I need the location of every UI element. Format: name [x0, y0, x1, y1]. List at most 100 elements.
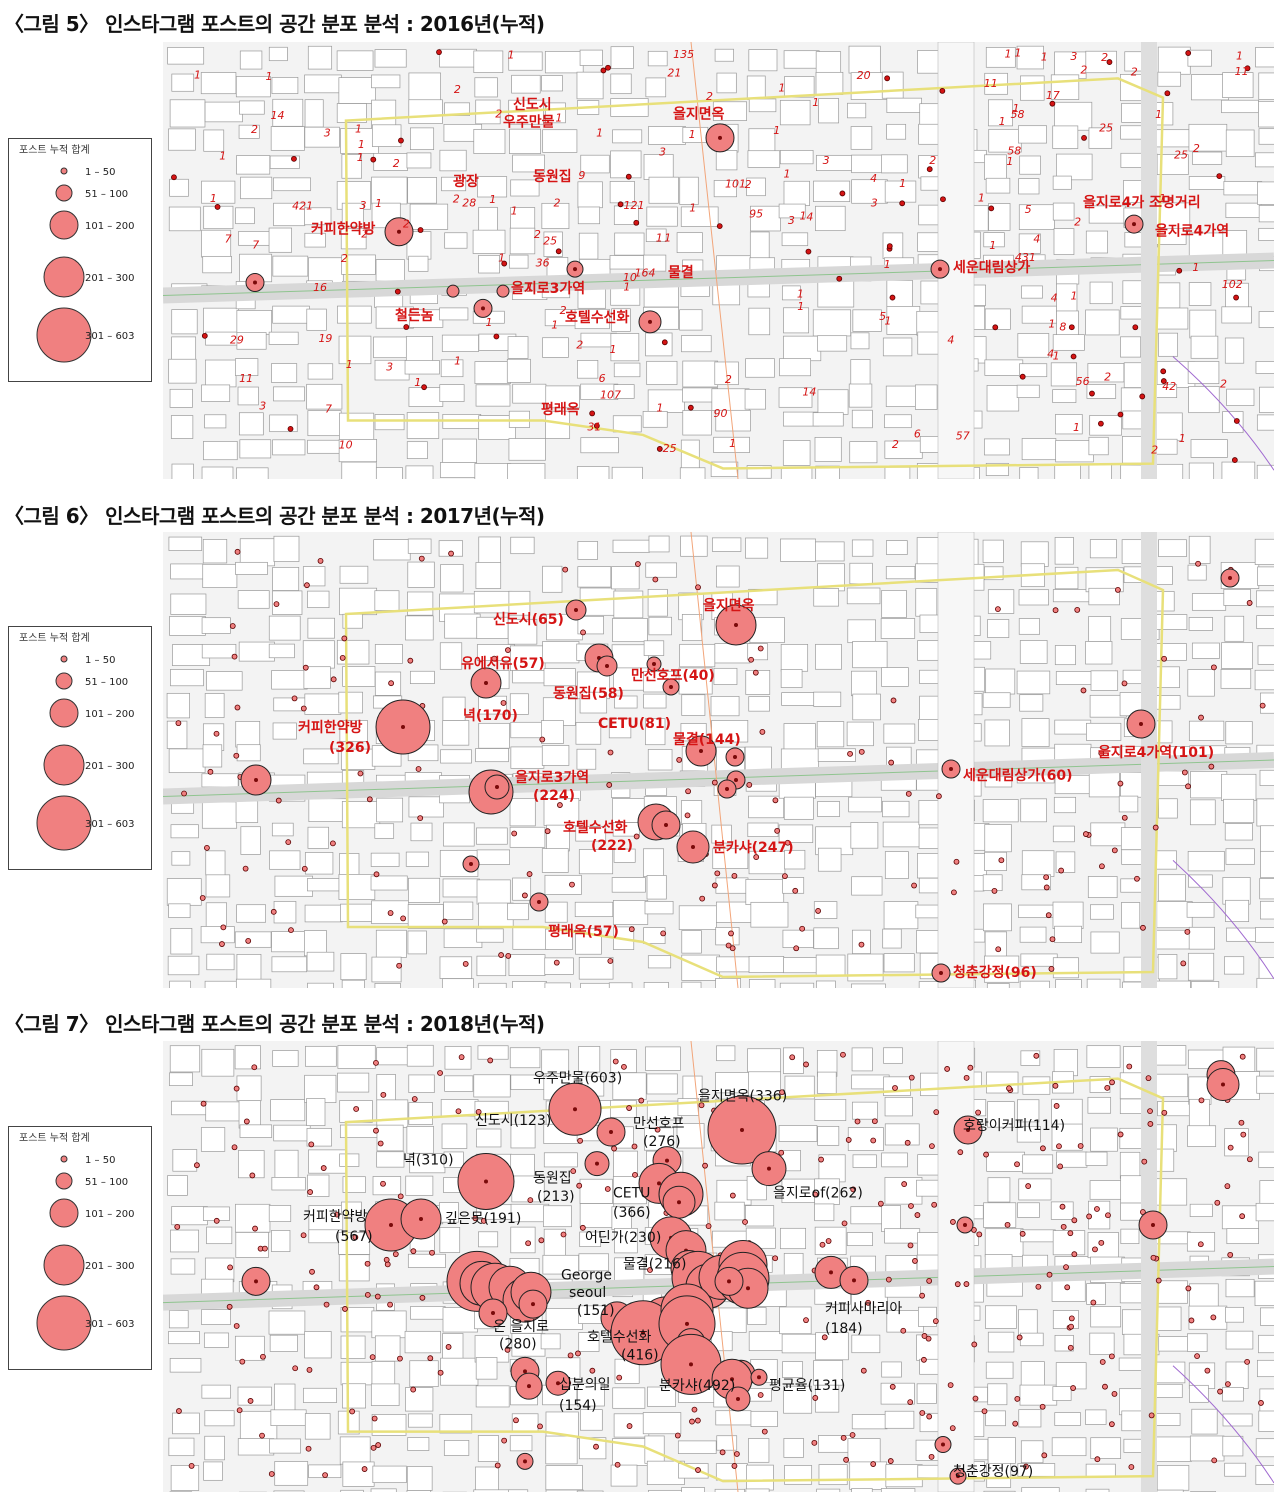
- post-point[interactable]: [370, 156, 377, 163]
- post-point[interactable]: [1121, 680, 1128, 687]
- post-point[interactable]: [410, 1248, 417, 1255]
- post-point[interactable]: [1147, 1108, 1153, 1115]
- post-point[interactable]: [1194, 1353, 1200, 1360]
- post-point[interactable]: [661, 339, 668, 346]
- post-point[interactable]: [1019, 1230, 1026, 1237]
- post-point[interactable]: [921, 1356, 927, 1363]
- post-point[interactable]: [334, 1211, 340, 1218]
- post-point[interactable]: [652, 576, 659, 583]
- post-point[interactable]: [579, 1224, 586, 1231]
- post-point[interactable]: [498, 952, 505, 958]
- post-point[interactable]: [684, 812, 691, 819]
- post-point[interactable]: [1185, 1285, 1192, 1292]
- post-point[interactable]: [374, 1293, 381, 1300]
- post-point[interactable]: [660, 930, 667, 937]
- post-point[interactable]: [174, 1223, 181, 1230]
- post-point[interactable]: [1060, 1223, 1067, 1230]
- post-point[interactable]: [702, 1162, 708, 1169]
- post-point[interactable]: [625, 173, 632, 180]
- post-point[interactable]: [1092, 1246, 1098, 1253]
- post-point[interactable]: [513, 1417, 519, 1424]
- post-point[interactable]: [1180, 960, 1187, 967]
- post-point[interactable]: [694, 1417, 701, 1424]
- post-point[interactable]: [322, 1472, 328, 1478]
- post-point[interactable]: [1071, 1251, 1078, 1258]
- post-point[interactable]: [1160, 368, 1167, 375]
- post-point[interactable]: [621, 1063, 627, 1070]
- post-point[interactable]: [905, 790, 912, 797]
- post-point[interactable]: [1134, 875, 1140, 882]
- post-point[interactable]: [491, 655, 498, 662]
- post-point[interactable]: [292, 1365, 299, 1372]
- post-point[interactable]: [313, 1284, 320, 1291]
- post-point[interactable]: [1121, 814, 1128, 821]
- post-point[interactable]: [839, 190, 846, 197]
- post-point[interactable]: [527, 1197, 534, 1204]
- post-point[interactable]: [387, 1301, 393, 1308]
- post-point[interactable]: [291, 695, 298, 702]
- post-bubble[interactable]: [496, 284, 510, 298]
- post-point[interactable]: [398, 137, 404, 144]
- post-point[interactable]: [301, 865, 308, 872]
- post-point[interactable]: [742, 1219, 748, 1225]
- post-point[interactable]: [1053, 1103, 1060, 1109]
- post-point[interactable]: [500, 700, 507, 706]
- post-point[interactable]: [1052, 607, 1059, 614]
- post-point[interactable]: [1094, 1456, 1101, 1463]
- post-point[interactable]: [626, 1105, 633, 1111]
- post-point[interactable]: [1041, 1452, 1048, 1459]
- post-point[interactable]: [605, 64, 611, 71]
- post-point[interactable]: [695, 584, 701, 591]
- map-panel[interactable]: 우주만물(603) 을지면옥(336) 신도시(123) 만선호프 (276) 호랑이커피…: [163, 1041, 1274, 1492]
- post-point[interactable]: [753, 854, 760, 860]
- post-point[interactable]: [774, 827, 781, 834]
- post-point[interactable]: [991, 888, 998, 894]
- post-point[interactable]: [1161, 655, 1167, 662]
- post-point[interactable]: [606, 782, 613, 788]
- post-point[interactable]: [411, 1096, 418, 1102]
- post-point[interactable]: [415, 766, 422, 772]
- post-point[interactable]: [1126, 1063, 1133, 1070]
- post-point[interactable]: [364, 1260, 371, 1267]
- post-point[interactable]: [711, 882, 718, 889]
- post-point[interactable]: [560, 1231, 567, 1238]
- post-point[interactable]: [789, 1054, 796, 1061]
- post-point[interactable]: [234, 548, 241, 555]
- post-point[interactable]: [1064, 1284, 1071, 1291]
- post-point[interactable]: [302, 664, 309, 671]
- post-point[interactable]: [1176, 267, 1183, 274]
- post-point[interactable]: [505, 953, 512, 959]
- post-point[interactable]: [1104, 1084, 1111, 1091]
- post-point[interactable]: [525, 1240, 532, 1247]
- post-point[interactable]: [1033, 1052, 1040, 1059]
- post-point[interactable]: [812, 1395, 819, 1401]
- post-point[interactable]: [1152, 824, 1159, 831]
- post-point[interactable]: [448, 550, 454, 557]
- post-point[interactable]: [746, 781, 753, 788]
- post-point[interactable]: [944, 1066, 951, 1072]
- post-point[interactable]: [317, 557, 324, 564]
- post-point[interactable]: [1006, 1085, 1012, 1092]
- post-point[interactable]: [901, 1181, 908, 1187]
- post-point[interactable]: [860, 1367, 867, 1374]
- post-point[interactable]: [1141, 1158, 1148, 1165]
- post-point[interactable]: [935, 793, 942, 800]
- post-point[interactable]: [213, 730, 220, 737]
- post-point[interactable]: [1139, 393, 1146, 400]
- post-point[interactable]: [400, 915, 407, 922]
- post-point[interactable]: [1109, 1079, 1115, 1086]
- post-point[interactable]: [287, 425, 294, 432]
- post-point[interactable]: [593, 422, 600, 429]
- post-point[interactable]: [323, 1301, 330, 1308]
- post-point[interactable]: [1155, 1277, 1162, 1284]
- post-point[interactable]: [304, 582, 310, 589]
- post-point[interactable]: [733, 1451, 740, 1457]
- post-point[interactable]: [455, 1108, 462, 1115]
- post-point[interactable]: [1117, 780, 1124, 787]
- post-point[interactable]: [268, 1471, 275, 1477]
- post-point[interactable]: [976, 1231, 983, 1238]
- post-point[interactable]: [963, 1281, 970, 1287]
- post-point[interactable]: [932, 1318, 939, 1325]
- post-point[interactable]: [231, 653, 238, 660]
- post-point[interactable]: [725, 942, 732, 949]
